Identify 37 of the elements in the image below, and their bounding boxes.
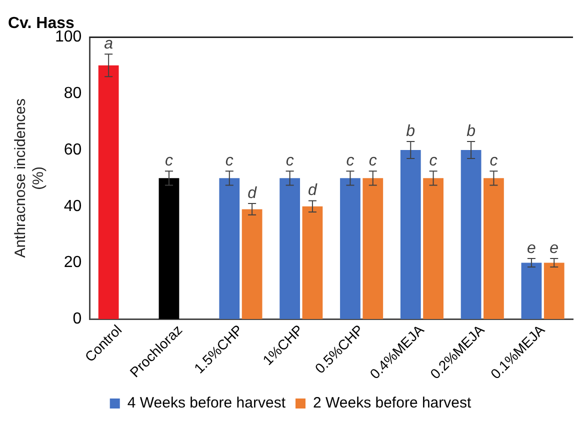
y-axis-title: Anthracnose incidences (%) — [12, 98, 48, 258]
annotation: e — [527, 240, 536, 257]
bar — [158, 178, 180, 320]
legend-label: 2 Weeks before harvest — [313, 394, 472, 412]
annotation: d — [308, 182, 318, 200]
bar — [302, 206, 323, 320]
bar — [484, 178, 504, 320]
bar — [280, 178, 300, 320]
y-tick-label: 60 — [64, 141, 82, 158]
legend-label: 4 Weeks before harvest — [127, 394, 286, 412]
annotation: e — [550, 240, 559, 257]
bar — [340, 178, 360, 320]
bar — [98, 65, 119, 320]
bar — [460, 150, 482, 320]
bar — [423, 178, 444, 320]
annotation: c — [429, 152, 438, 170]
annotation: a — [104, 36, 114, 53]
annotation: b — [466, 122, 476, 140]
annotation: d — [248, 185, 258, 202]
y-tick-label: 100 — [54, 28, 82, 46]
y-tick-label: 0 — [72, 310, 82, 328]
bar — [400, 150, 421, 320]
y-tick-label: 40 — [64, 198, 82, 215]
annotation: c — [368, 152, 377, 170]
annotation: c — [346, 152, 354, 170]
bar — [219, 178, 240, 320]
bar — [362, 178, 384, 320]
annotation: c — [225, 152, 234, 170]
bar — [242, 209, 262, 320]
bar — [544, 262, 564, 320]
annotation: c — [490, 152, 498, 170]
annotation: c — [164, 152, 173, 170]
annotation: b — [406, 122, 416, 140]
y-tick-label: 80 — [64, 84, 82, 102]
y-tick-label: 20 — [64, 254, 82, 272]
bar — [521, 262, 542, 320]
annotation: c — [286, 152, 294, 170]
